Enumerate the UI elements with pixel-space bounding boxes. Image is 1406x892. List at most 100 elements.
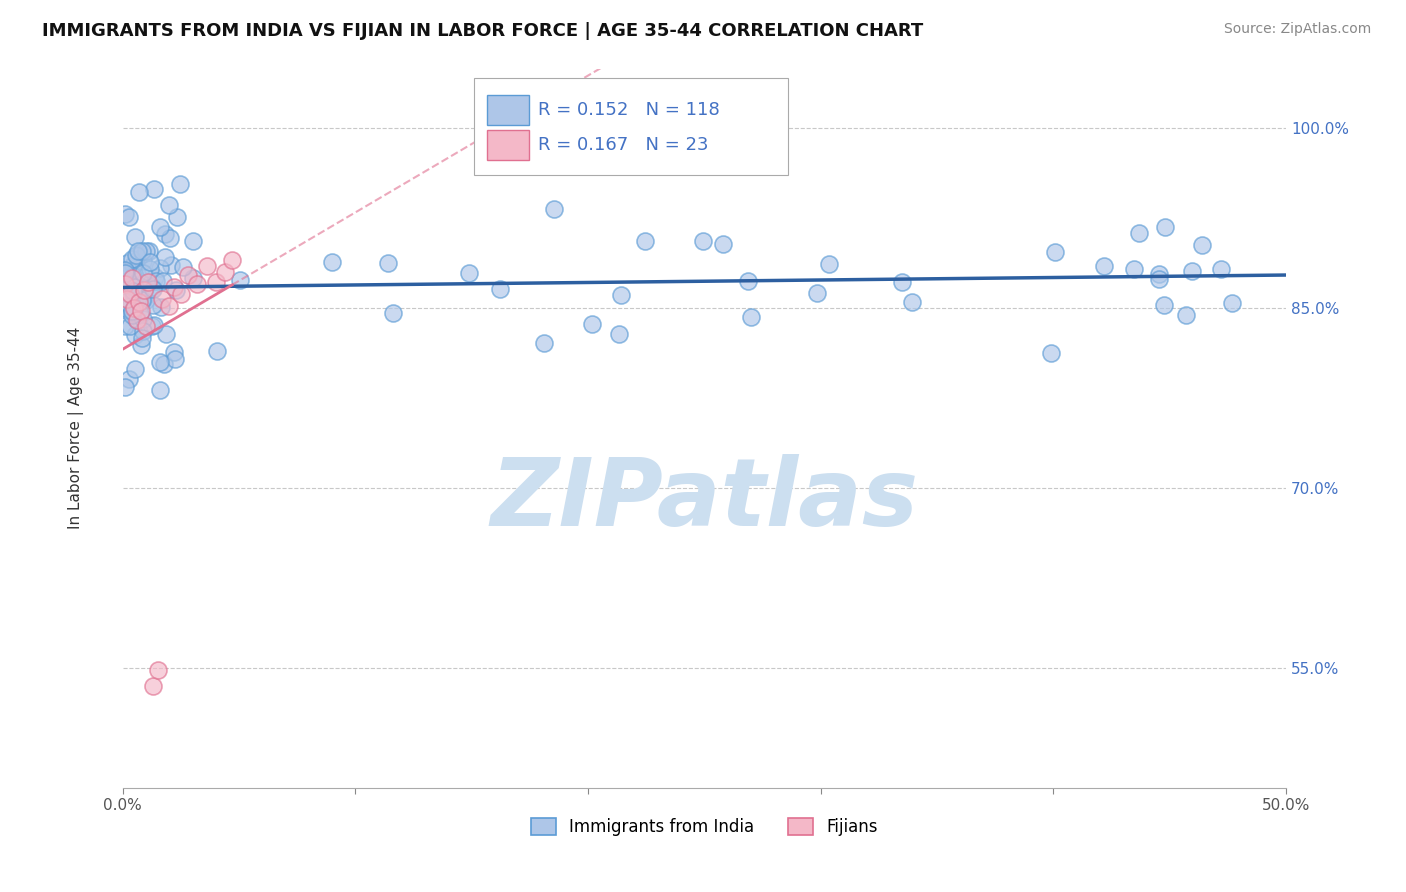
Point: [142, 318, 165, 332]
Point: [121, 271, 143, 285]
Point: [131, 244, 153, 259]
Point: [633, 234, 655, 248]
Point: [114, 319, 136, 334]
Point: [142, 298, 165, 312]
Point: [711, 237, 734, 252]
Point: [169, 177, 191, 191]
Point: [157, 299, 180, 313]
Point: [377, 255, 399, 269]
FancyBboxPatch shape: [486, 95, 529, 126]
Point: [132, 266, 155, 280]
Point: [1039, 346, 1062, 360]
Point: [177, 268, 200, 282]
Point: [124, 327, 146, 342]
Point: [806, 286, 828, 301]
Point: [146, 664, 169, 678]
Point: [128, 295, 150, 310]
Point: [148, 383, 170, 397]
Point: [114, 267, 136, 281]
Point: [132, 293, 155, 307]
Point: [122, 286, 145, 301]
Point: [1220, 296, 1243, 310]
Point: [381, 306, 404, 320]
Point: [121, 284, 143, 298]
Point: [122, 301, 145, 315]
Text: IMMIGRANTS FROM INDIA VS FIJIAN IN LABOR FORCE | AGE 35-44 CORRELATION CHART: IMMIGRANTS FROM INDIA VS FIJIAN IN LABOR…: [42, 22, 924, 40]
Point: [121, 252, 143, 267]
Point: [152, 274, 174, 288]
Point: [141, 280, 163, 294]
Point: [122, 268, 145, 283]
Point: [139, 254, 162, 268]
Point: [134, 281, 156, 295]
Point: [132, 324, 155, 338]
Point: [150, 300, 173, 314]
Point: [124, 362, 146, 376]
Point: [163, 351, 186, 366]
Point: [1147, 267, 1170, 281]
Text: R = 0.152   N = 118: R = 0.152 N = 118: [538, 101, 720, 120]
Point: [114, 264, 136, 278]
Point: [135, 319, 157, 334]
Point: [127, 252, 149, 266]
Point: [607, 327, 630, 342]
Point: [129, 338, 152, 352]
Point: [145, 274, 167, 288]
Point: [129, 306, 152, 320]
Point: [153, 357, 176, 371]
Point: [1174, 309, 1197, 323]
Point: [183, 271, 205, 285]
Point: [131, 331, 153, 345]
Point: [581, 317, 603, 331]
Text: ZIPatlas: ZIPatlas: [491, 454, 918, 546]
Point: [163, 345, 186, 359]
Point: [127, 277, 149, 292]
Point: [1092, 259, 1115, 273]
Point: [1122, 262, 1144, 277]
Point: [114, 380, 136, 394]
Point: [186, 277, 208, 292]
Point: [153, 250, 176, 264]
Point: [138, 261, 160, 276]
Point: [122, 258, 145, 272]
Point: [818, 257, 841, 271]
Point: [132, 312, 155, 326]
Point: [125, 312, 148, 326]
Point: [150, 292, 173, 306]
Point: [135, 244, 157, 258]
Point: [118, 210, 141, 224]
Point: [142, 282, 165, 296]
Point: [114, 207, 136, 221]
Point: [891, 275, 914, 289]
Legend: Immigrants from India, Fijians: Immigrants from India, Fijians: [523, 809, 886, 844]
Point: [1149, 272, 1171, 286]
Point: [114, 267, 136, 281]
Point: [124, 280, 146, 294]
Point: [114, 263, 136, 277]
Point: [159, 231, 181, 245]
Point: [740, 310, 762, 324]
Point: [1045, 245, 1067, 260]
Point: [488, 282, 510, 296]
Point: [172, 260, 194, 275]
Point: [321, 254, 343, 268]
Point: [157, 198, 180, 212]
FancyBboxPatch shape: [486, 129, 529, 160]
Point: [125, 248, 148, 262]
Point: [142, 182, 165, 196]
Point: [737, 274, 759, 288]
Point: [127, 244, 149, 259]
Text: R = 0.167   N = 23: R = 0.167 N = 23: [538, 136, 709, 153]
Point: [118, 372, 141, 386]
Point: [165, 283, 187, 297]
Point: [138, 244, 160, 259]
Point: [134, 293, 156, 308]
Text: Source: ZipAtlas.com: Source: ZipAtlas.com: [1223, 22, 1371, 37]
Point: [132, 254, 155, 268]
Point: [1153, 298, 1175, 312]
Point: [166, 210, 188, 224]
Point: [901, 295, 924, 310]
Point: [149, 261, 172, 276]
Point: [114, 301, 136, 315]
Point: [127, 249, 149, 263]
